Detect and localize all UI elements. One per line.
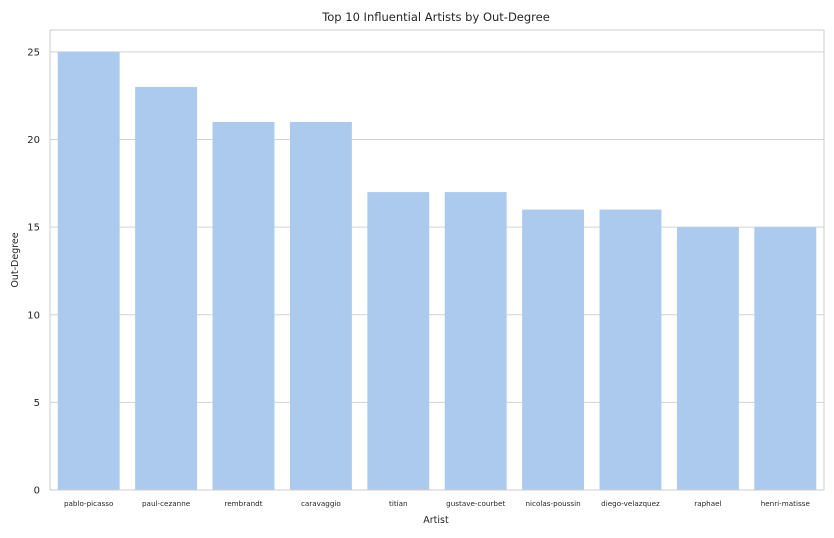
x-axis-label: Artist xyxy=(423,515,449,526)
bar-nicolas-poussin xyxy=(522,209,585,490)
y-tick-labels: 0 5 10 15 20 25 xyxy=(27,47,40,496)
x-tick-label: henri-matisse xyxy=(761,499,811,508)
bar-raphael xyxy=(676,227,739,490)
x-tick-labels: pablo-picasso paul-cezanne rembrandt carava… xyxy=(64,499,811,508)
y-axis-label: Out-Degree xyxy=(10,232,21,287)
y-tick-label: 10 xyxy=(27,310,40,321)
bar-paul-cezanne xyxy=(135,86,198,490)
bar-gustave-courbet xyxy=(444,192,507,490)
x-tick-label: diego-velazquez xyxy=(601,499,660,508)
y-tick-label: 5 xyxy=(34,398,40,409)
x-tick-label: caravaggio xyxy=(301,499,341,508)
bar-titian xyxy=(367,192,430,490)
y-tick-label: 25 xyxy=(27,47,40,58)
bar-diego-velazquez xyxy=(599,209,662,490)
bar-caravaggio xyxy=(289,122,352,490)
bar-pablo-picasso xyxy=(57,51,120,491)
bars xyxy=(57,51,817,491)
x-tick-label: gustave-courbet xyxy=(446,499,505,508)
chart-title: Top 10 Influential Artists by Out-Degree xyxy=(321,10,550,24)
y-tick-label: 15 xyxy=(27,223,40,234)
x-tick-label: rembrandt xyxy=(224,499,262,508)
x-tick-label: titian xyxy=(389,499,408,508)
x-tick-label: paul-cezanne xyxy=(142,499,191,508)
y-tick-label: 20 xyxy=(27,135,40,146)
x-tick-label: pablo-picasso xyxy=(64,499,113,508)
bar-rembrandt xyxy=(212,122,275,490)
x-tick-label: nicolas-poussin xyxy=(525,499,580,508)
bar-henri-matisse xyxy=(754,227,817,490)
x-tick-label: raphael xyxy=(694,499,721,508)
plot-frame xyxy=(49,29,825,491)
y-tick-label: 0 xyxy=(34,486,40,497)
